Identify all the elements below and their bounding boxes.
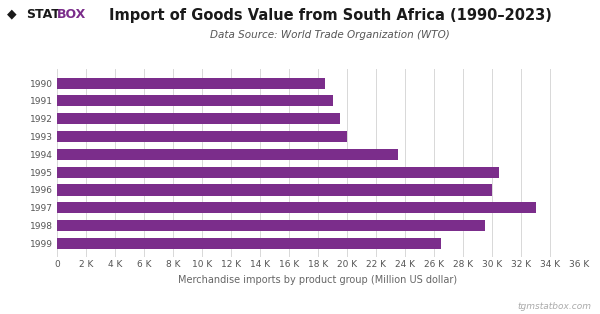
Text: tgmstatbox.com: tgmstatbox.com <box>517 302 591 311</box>
X-axis label: Merchandise imports by product group (Million US dollar): Merchandise imports by product group (Mi… <box>178 275 458 285</box>
Text: Data Source: World Trade Organization (WTO): Data Source: World Trade Organization (W… <box>210 30 450 40</box>
Bar <box>57 220 485 231</box>
Bar <box>57 131 347 142</box>
Text: Import of Goods Value from South Africa (1990–2023): Import of Goods Value from South Africa … <box>109 8 551 23</box>
Bar <box>57 149 398 160</box>
Text: ◆: ◆ <box>7 8 17 21</box>
Bar <box>57 202 536 213</box>
Text: STAT: STAT <box>26 8 60 21</box>
Bar <box>57 78 325 89</box>
Bar <box>57 95 332 106</box>
Bar <box>57 184 492 196</box>
Text: BOX: BOX <box>56 8 86 21</box>
Bar <box>57 167 499 178</box>
Bar <box>57 238 441 249</box>
Bar <box>57 113 340 124</box>
